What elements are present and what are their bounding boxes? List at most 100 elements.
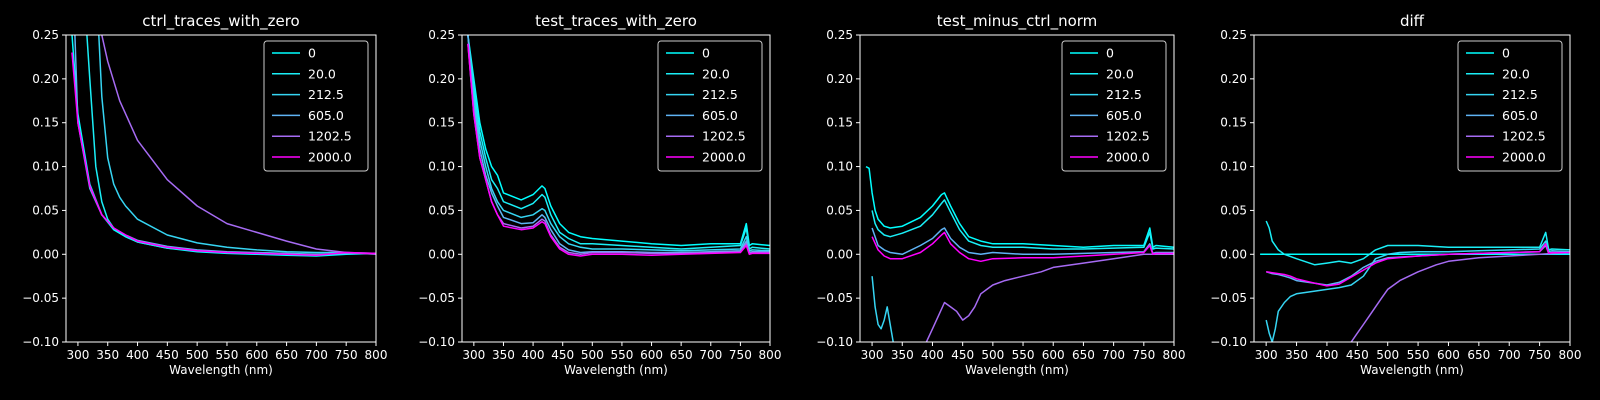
x-tick-label: 600 xyxy=(245,348,268,362)
y-tick-label: −0.05 xyxy=(22,291,59,305)
legend-entry: 605.0 xyxy=(1106,108,1142,123)
series-group xyxy=(1260,220,1570,342)
y-tick-label: 0.05 xyxy=(826,203,853,217)
chart-panel-4: diff 300 350 400 450 500 550 600 650 700 750 800 0.2… xyxy=(1210,12,1581,377)
series-group xyxy=(71,35,376,257)
chart-title: test_traces_with_zero xyxy=(535,12,697,31)
x-tick-label: 750 xyxy=(1132,348,1155,362)
legend-entry: 20.0 xyxy=(1502,66,1530,81)
x-axis-label: Wavelength (nm) xyxy=(564,363,668,377)
y-tick-label: 0.05 xyxy=(428,203,455,217)
x-tick-label: 600 xyxy=(1437,348,1460,362)
y-tick-label: 0.25 xyxy=(32,28,59,42)
y-tick-label: 0.20 xyxy=(1220,72,1247,86)
legend-entry: 20.0 xyxy=(1106,66,1134,81)
x-tick-label: 600 xyxy=(1042,348,1065,362)
chart-title: test_minus_ctrl_norm xyxy=(937,12,1098,31)
series-line-0 xyxy=(865,165,1174,249)
legend-entry: 0 xyxy=(308,46,316,61)
y-tick-label: 0.00 xyxy=(428,247,455,261)
legend-entry: 1202.5 xyxy=(702,129,746,144)
x-tick-label: 700 xyxy=(1102,348,1125,362)
x-tick-label: 700 xyxy=(305,348,328,362)
x-tick-label: 300 xyxy=(462,348,485,362)
series-line-212-5 xyxy=(98,35,376,255)
legend-entry: 2000.0 xyxy=(1502,150,1546,165)
x-tick-label: 350 xyxy=(891,348,914,362)
y-tick-label: 0.10 xyxy=(826,160,853,174)
y-tick-label: 0.20 xyxy=(826,72,853,86)
legend-entry: 212.5 xyxy=(1106,87,1142,102)
x-tick-label: 400 xyxy=(1315,348,1338,362)
legend: 0 20.0 212.5 605.0 1202.5 2000.0 xyxy=(657,40,763,172)
x-tick-label: 600 xyxy=(640,348,663,362)
series-line-212-5 xyxy=(871,276,894,342)
y-tick-label: 0.00 xyxy=(1220,247,1247,261)
series-group xyxy=(865,165,1174,342)
legend-entry: 2000.0 xyxy=(702,150,746,165)
x-tick-label: 650 xyxy=(1467,348,1490,362)
legend-entry: 1202.5 xyxy=(1106,129,1150,144)
x-tick-label: 750 xyxy=(729,348,752,362)
y-tick-label: 0.10 xyxy=(32,160,59,174)
legend-entry: 1202.5 xyxy=(1502,129,1546,144)
x-tick-label: 450 xyxy=(1346,348,1369,362)
x-tick-label: 350 xyxy=(1285,348,1308,362)
y-tick-label: −0.10 xyxy=(1210,335,1247,349)
x-tick-label: 550 xyxy=(216,348,239,362)
y-tick-label: 0.00 xyxy=(32,247,59,261)
x-axis-label: Wavelength (nm) xyxy=(1360,363,1464,377)
chart-title: ctrl_traces_with_zero xyxy=(142,12,299,31)
y-tick-label: 0.05 xyxy=(1220,203,1247,217)
legend-entry: 0 xyxy=(1502,46,1510,61)
x-tick-label: 450 xyxy=(551,348,574,362)
legend: 0 20.0 212.5 605.0 1202.5 2000.0 xyxy=(263,40,369,172)
y-tick-label: 0.05 xyxy=(32,203,59,217)
x-tick-label: 750 xyxy=(1528,348,1551,362)
y-tick-label: −0.10 xyxy=(418,335,455,349)
chart-panel-2: test_traces_with_zero 300 350 400 450 500 550 6… xyxy=(418,12,781,377)
axes-frame xyxy=(461,34,771,343)
x-tick-label: 450 xyxy=(156,348,179,362)
x-tick-label: 700 xyxy=(699,348,722,362)
series-line-2000-0 xyxy=(1266,243,1570,287)
y-tick-label: 0.10 xyxy=(1220,160,1247,174)
legend-entry: 605.0 xyxy=(702,108,738,123)
x-tick-label: 750 xyxy=(335,348,358,362)
x-axis-label: Wavelength (nm) xyxy=(169,363,273,377)
x-tick-label: 550 xyxy=(1407,348,1430,362)
chart-panel-1: ctrl_traces_with_zero 300 350 400 450 500 550 6… xyxy=(22,12,387,377)
y-tick-label: 0.20 xyxy=(428,72,455,86)
series-line-20-0 xyxy=(871,199,1174,250)
y-tick-label: 0.15 xyxy=(32,116,59,130)
series-line-1202-5 xyxy=(101,35,376,256)
series-group xyxy=(467,35,770,257)
x-tick-label: 400 xyxy=(921,348,944,362)
x-tick-label: 450 xyxy=(951,348,974,362)
legend-entry: 605.0 xyxy=(1502,108,1538,123)
legend-entry: 212.5 xyxy=(702,87,738,102)
legend-entry: 605.0 xyxy=(308,108,344,123)
legend-entry: 0 xyxy=(1106,46,1114,61)
legend-entry: 20.0 xyxy=(308,66,336,81)
y-tick-label: 0.15 xyxy=(428,116,455,130)
series-line-605-0 xyxy=(871,227,1174,256)
x-tick-label: 800 xyxy=(1163,348,1186,362)
y-tick-label: −0.10 xyxy=(22,335,59,349)
y-tick-label: 0.25 xyxy=(826,28,853,42)
y-tick-label: −0.05 xyxy=(1210,291,1247,305)
series-line-1202-5 xyxy=(1350,251,1570,342)
y-tick-label: 0.25 xyxy=(428,28,455,42)
x-tick-label: 650 xyxy=(275,348,298,362)
y-tick-label: −0.05 xyxy=(816,291,853,305)
y-tick-label: 0.10 xyxy=(428,160,455,174)
series-line-2000-0 xyxy=(467,43,770,257)
x-tick-label: 700 xyxy=(1498,348,1521,362)
legend-entry: 20.0 xyxy=(702,66,730,81)
chart-title: diff xyxy=(1400,12,1425,30)
x-tick-label: 650 xyxy=(1072,348,1095,362)
y-tick-label: 0.15 xyxy=(826,116,853,130)
y-tick-label: 0.15 xyxy=(1220,116,1247,130)
x-tick-label: 300 xyxy=(861,348,884,362)
